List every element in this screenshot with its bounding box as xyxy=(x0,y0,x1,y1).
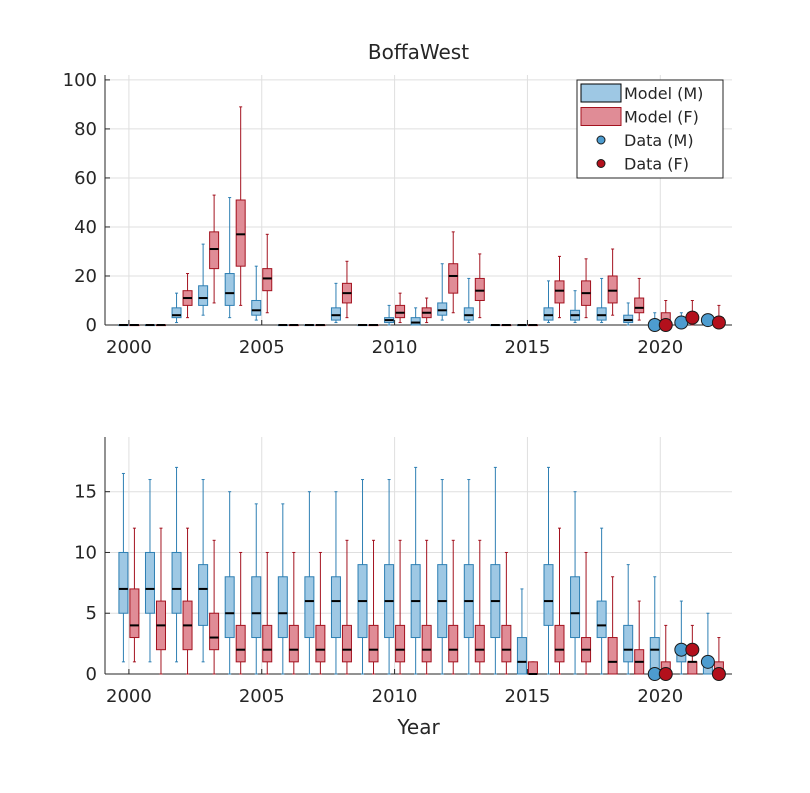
box xyxy=(118,551,129,614)
legend-swatch-model-f xyxy=(580,107,622,126)
box xyxy=(501,624,512,663)
x-tick-label: 2000 xyxy=(106,686,152,707)
y-tick-label: 80 xyxy=(74,119,97,140)
box xyxy=(288,624,299,663)
box xyxy=(516,637,527,675)
box xyxy=(634,297,645,314)
y-tick-label: 40 xyxy=(74,217,97,238)
box xyxy=(607,637,618,675)
series-model-f xyxy=(129,527,724,675)
box xyxy=(235,624,246,663)
box xyxy=(262,624,273,663)
x-axis-label: Year xyxy=(396,715,440,739)
box xyxy=(224,576,235,639)
box xyxy=(543,564,554,626)
x-tick-label: 2010 xyxy=(372,686,418,707)
legend-label: Model (F) xyxy=(624,108,699,127)
box xyxy=(554,624,565,663)
box xyxy=(623,314,634,324)
box xyxy=(395,624,406,663)
box xyxy=(171,307,182,319)
box xyxy=(209,612,220,651)
box xyxy=(368,624,379,663)
y-tick-label: 60 xyxy=(74,168,97,189)
box xyxy=(251,299,262,316)
box xyxy=(463,307,474,321)
box xyxy=(421,624,432,663)
box xyxy=(527,661,538,675)
y-tick-label: 0 xyxy=(86,315,97,336)
series-data-m xyxy=(647,313,715,332)
x-tick-label: 2000 xyxy=(106,337,152,358)
box xyxy=(341,624,352,663)
data-point xyxy=(700,654,715,669)
y-tick-label: 15 xyxy=(74,482,97,503)
legend-label: Data (F) xyxy=(624,155,689,174)
box xyxy=(395,304,406,319)
box xyxy=(543,307,554,321)
box xyxy=(596,307,607,321)
box xyxy=(448,624,459,663)
box xyxy=(623,624,634,663)
series-model-m xyxy=(118,466,713,675)
box xyxy=(144,551,155,614)
box xyxy=(437,302,448,316)
x-tick-label: 2005 xyxy=(239,337,285,358)
x-tick-label: 2020 xyxy=(637,337,683,358)
chart-title: BoffaWest xyxy=(368,40,469,64)
y-tick-label: 100 xyxy=(63,70,97,91)
data-point xyxy=(685,310,700,325)
series-data-f xyxy=(658,642,726,681)
y-tick-label: 20 xyxy=(74,266,97,287)
x-tick-label: 2005 xyxy=(239,686,285,707)
box xyxy=(235,199,246,267)
legend-marker-data-m xyxy=(596,135,606,145)
box xyxy=(596,600,607,639)
legend: Model (M) Model (F) Data (M) Data (F) xyxy=(576,79,724,179)
box xyxy=(474,277,485,301)
legend-label: Model (M) xyxy=(624,84,703,103)
data-point xyxy=(711,315,726,330)
data-point xyxy=(685,642,700,657)
data-point xyxy=(658,318,673,332)
box xyxy=(277,576,288,639)
x-tick-label: 2015 xyxy=(505,686,551,707)
box xyxy=(209,231,220,270)
legend-label: Data (M) xyxy=(624,131,694,150)
box xyxy=(171,551,182,614)
data-point xyxy=(658,667,673,681)
box xyxy=(474,624,485,663)
box xyxy=(330,576,341,639)
series-model-m xyxy=(118,197,713,327)
chart-panel-1: 2000 2005 2010 2015 2020 0 20 40 60 80 100 BoffaWes… xyxy=(63,40,732,358)
y-tick-label: 10 xyxy=(74,542,97,563)
box xyxy=(129,588,140,639)
box xyxy=(687,661,698,675)
data-point xyxy=(711,667,726,681)
x-tick-label: 2020 xyxy=(637,686,683,707)
box xyxy=(315,624,326,663)
box xyxy=(304,576,315,639)
box xyxy=(198,564,209,626)
x-tick-label: 2010 xyxy=(372,337,418,358)
x-tick-label: 2015 xyxy=(505,337,551,358)
y-tick-label: 5 xyxy=(86,603,97,624)
chart-panel-2: 2000 2005 2010 2015 2020 0 5 10 15 Year xyxy=(74,437,732,739)
box xyxy=(251,576,262,639)
legend-marker-data-f xyxy=(596,159,606,168)
box xyxy=(198,285,209,306)
box xyxy=(224,273,235,306)
box xyxy=(330,307,341,321)
box xyxy=(448,263,459,294)
box xyxy=(410,317,421,326)
y-tick-label: 0 xyxy=(86,664,97,685)
box xyxy=(607,275,618,304)
box xyxy=(554,280,565,304)
legend-swatch-model-m xyxy=(580,83,622,103)
box xyxy=(262,268,273,292)
box xyxy=(570,576,581,639)
series-data-f xyxy=(658,310,726,332)
